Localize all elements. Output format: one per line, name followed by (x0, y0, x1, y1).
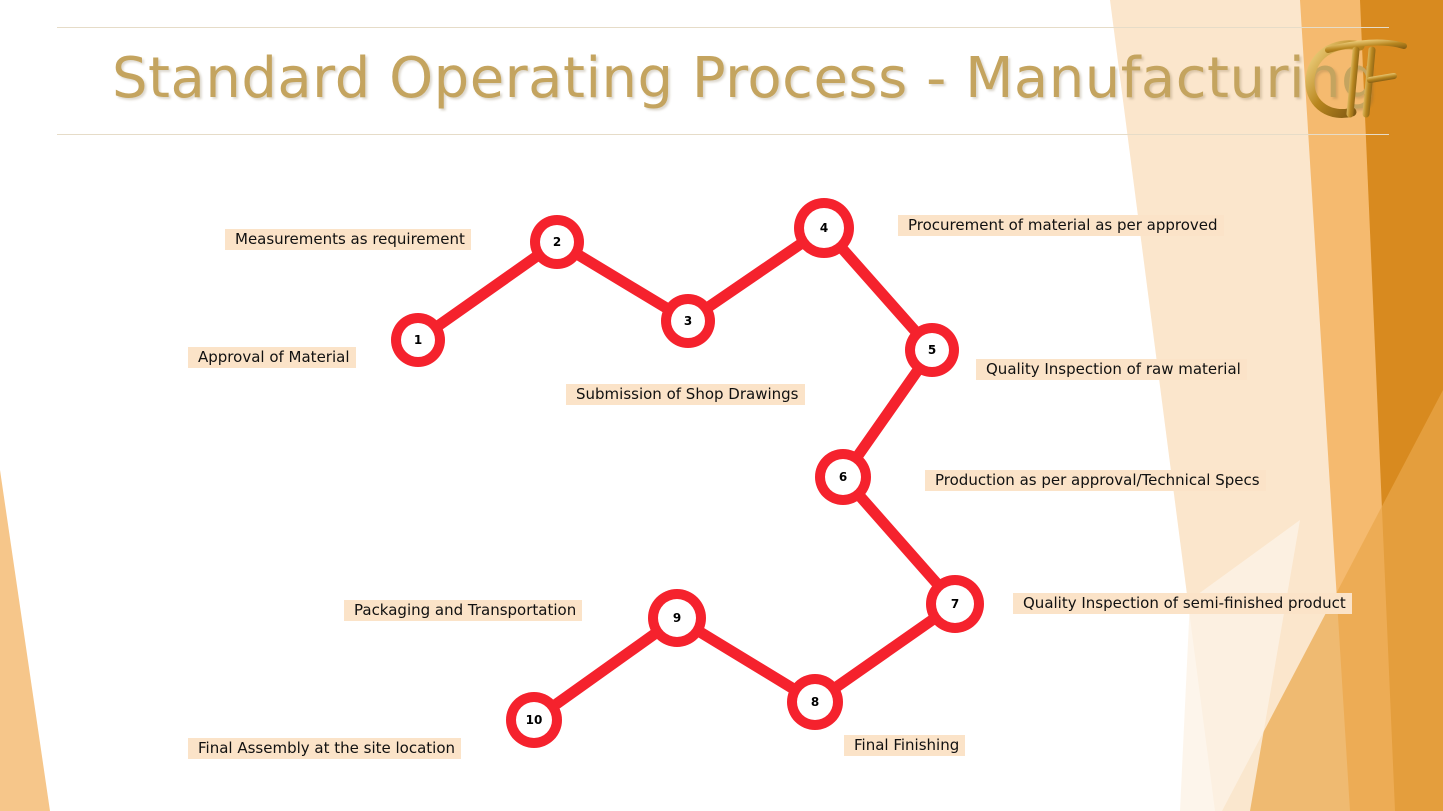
step-label-10: Final Assembly at the site location (188, 738, 462, 759)
step-label-4: Procurement of material as per approved (898, 215, 1224, 236)
step-number-10: 10 (526, 713, 543, 727)
step-node-3: 3 (661, 294, 715, 348)
step-number-1: 1 (414, 333, 422, 347)
step-ring-inner-1 (401, 323, 435, 357)
step-node-9: 9 (648, 589, 706, 647)
top-rule (57, 27, 1389, 28)
step-ring-inner-9 (658, 599, 696, 637)
step-node-10: 10 (506, 692, 562, 748)
step-number-3: 3 (684, 314, 692, 328)
step-label-2: Measurements as requirement (225, 229, 471, 250)
step-label-1: Approval of Material (188, 347, 356, 368)
step-ring-inner-8 (797, 684, 833, 720)
step-ring-inner-5 (915, 333, 949, 367)
bg-facet-white (1180, 520, 1300, 811)
step-ring-inner-4 (804, 208, 844, 248)
step-label-8: Final Finishing (844, 735, 966, 756)
step-label-3: Submission of Shop Drawings (566, 384, 805, 405)
step-ring-inner-2 (540, 225, 574, 259)
step-number-9: 9 (673, 611, 681, 625)
step-node-5: 5 (905, 323, 959, 377)
step-ring-inner-6 (825, 459, 861, 495)
step-label-5: Quality Inspection of raw material (976, 359, 1247, 380)
step-ring-inner-10 (516, 702, 552, 738)
step-label-9: Packaging and Transportation (344, 600, 583, 621)
step-node-4: 4 (794, 198, 854, 258)
step-ring-inner-3 (671, 304, 705, 338)
step-node-6: 6 (815, 449, 871, 505)
step-number-2: 2 (553, 235, 561, 249)
step-number-5: 5 (928, 343, 936, 357)
step-label-7: Quality Inspection of semi-finished prod… (1013, 593, 1352, 614)
bg-facet-left (0, 470, 50, 811)
step-number-4: 4 (820, 221, 828, 235)
connector-9-10 (528, 612, 683, 726)
process-nodes: 1 2 3 4 5 6 7 8 9 10 (391, 198, 984, 748)
gold-monogram-logo-icon (1305, 39, 1407, 118)
step-number-6: 6 (839, 470, 847, 484)
connector-1-2 (412, 236, 563, 346)
slide-title: Standard Operating Process - Manufacturi… (112, 46, 1378, 111)
step-node-1: 1 (391, 313, 445, 367)
step-ring-inner-7 (936, 585, 974, 623)
step-node-7: 7 (926, 575, 984, 633)
step-label-6: Production as per approval/Technical Spe… (925, 470, 1266, 491)
step-number-7: 7 (951, 597, 959, 611)
step-number-8: 8 (811, 695, 819, 709)
step-node-2: 2 (530, 215, 584, 269)
step-node-8: 8 (787, 674, 843, 730)
bottom-rule (57, 134, 1389, 135)
